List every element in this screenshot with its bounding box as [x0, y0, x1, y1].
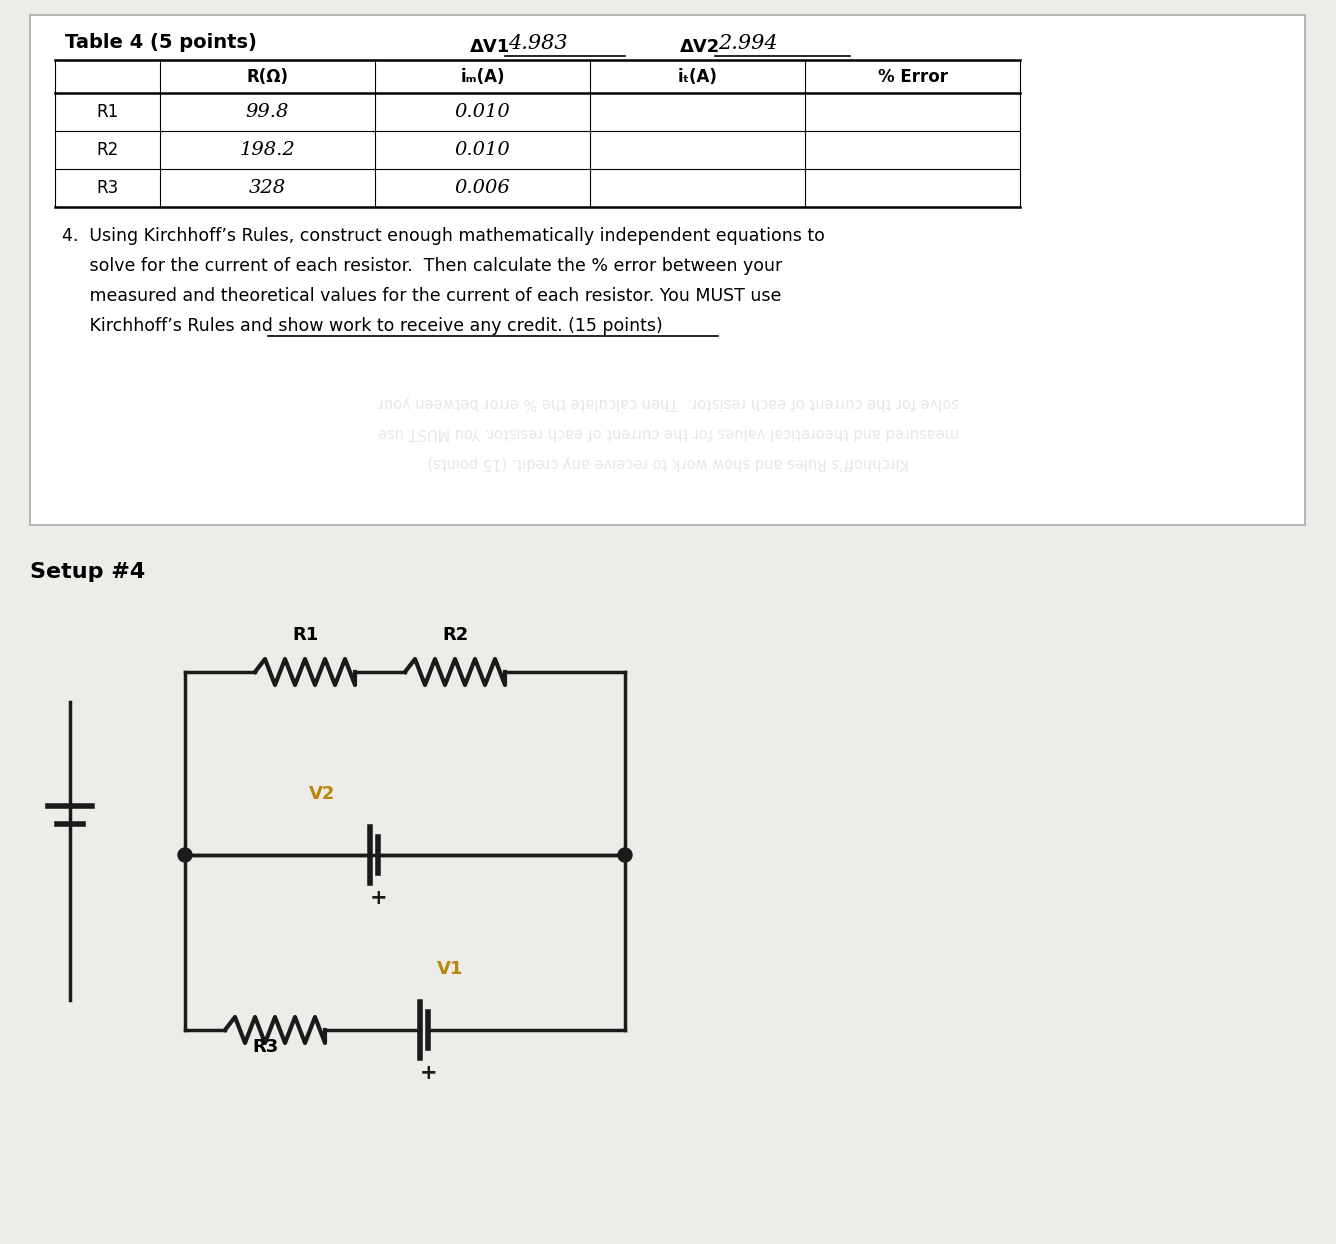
Text: 4.  Using Kirchhoff’s Rules, construct enough mathematically independent equatio: 4. Using Kirchhoff’s Rules, construct en… — [61, 226, 824, 245]
Text: 0.010: 0.010 — [454, 103, 510, 121]
FancyBboxPatch shape — [29, 15, 1305, 525]
Text: 99.8: 99.8 — [246, 103, 289, 121]
Text: % Error: % Error — [878, 67, 947, 86]
Text: 0.006: 0.006 — [454, 179, 510, 197]
Text: +: + — [370, 888, 387, 908]
Text: 328: 328 — [248, 179, 286, 197]
Text: R(Ω): R(Ω) — [247, 67, 289, 86]
Text: ΔV1: ΔV1 — [470, 39, 510, 56]
Text: R2: R2 — [442, 626, 468, 644]
Text: 4.983: 4.983 — [508, 34, 568, 53]
Text: Kirchhoff’s Rules and show work to receive any credit. (15 points): Kirchhoff’s Rules and show work to recei… — [428, 455, 908, 470]
Text: iₘ(A): iₘ(A) — [460, 67, 505, 86]
Text: 0.010: 0.010 — [454, 141, 510, 159]
Text: measured and theoretical values for the current of each resistor. You MUST use: measured and theoretical values for the … — [61, 287, 782, 305]
Text: ΔV2: ΔV2 — [680, 39, 720, 56]
Text: 2.994: 2.994 — [717, 34, 778, 53]
Text: Table 4 (5 points): Table 4 (5 points) — [65, 32, 257, 51]
Text: R3: R3 — [253, 1037, 278, 1056]
Text: +: + — [421, 1064, 438, 1084]
Text: solve for the current of each resistor.  Then calculate the % error between your: solve for the current of each resistor. … — [61, 258, 783, 275]
Text: solve for the current of each resistor.  Then calculate the % error between your: solve for the current of each resistor. … — [377, 396, 959, 411]
Text: measured and theoretical values for the current of each resistor. You MUST use: measured and theoretical values for the … — [378, 425, 958, 440]
Text: iₜ(A): iₜ(A) — [677, 67, 717, 86]
Text: R3: R3 — [96, 179, 119, 197]
Text: Kirchhoff’s Rules and show work to receive any credit. (15 points): Kirchhoff’s Rules and show work to recei… — [61, 317, 663, 335]
Text: V1: V1 — [437, 960, 464, 978]
Text: Setup #4: Setup #4 — [29, 562, 146, 582]
Text: R2: R2 — [96, 141, 119, 159]
Circle shape — [619, 848, 632, 862]
Text: 198.2: 198.2 — [239, 141, 295, 159]
Text: V2: V2 — [309, 785, 335, 802]
Text: R1: R1 — [96, 103, 119, 121]
Circle shape — [178, 848, 192, 862]
Text: R1: R1 — [291, 626, 318, 644]
